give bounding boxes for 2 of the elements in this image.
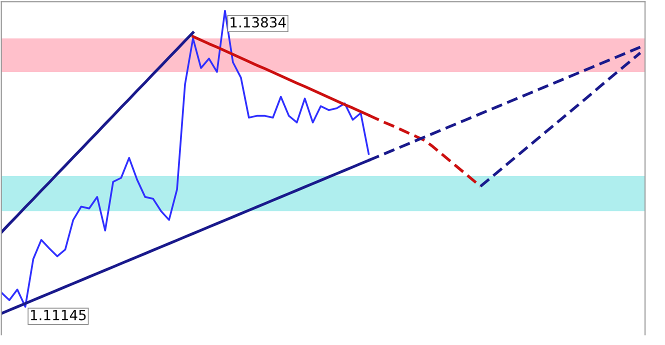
- annotation: 1.11145: [30, 310, 86, 320]
- annotation: 1.13834: [230, 17, 286, 28]
